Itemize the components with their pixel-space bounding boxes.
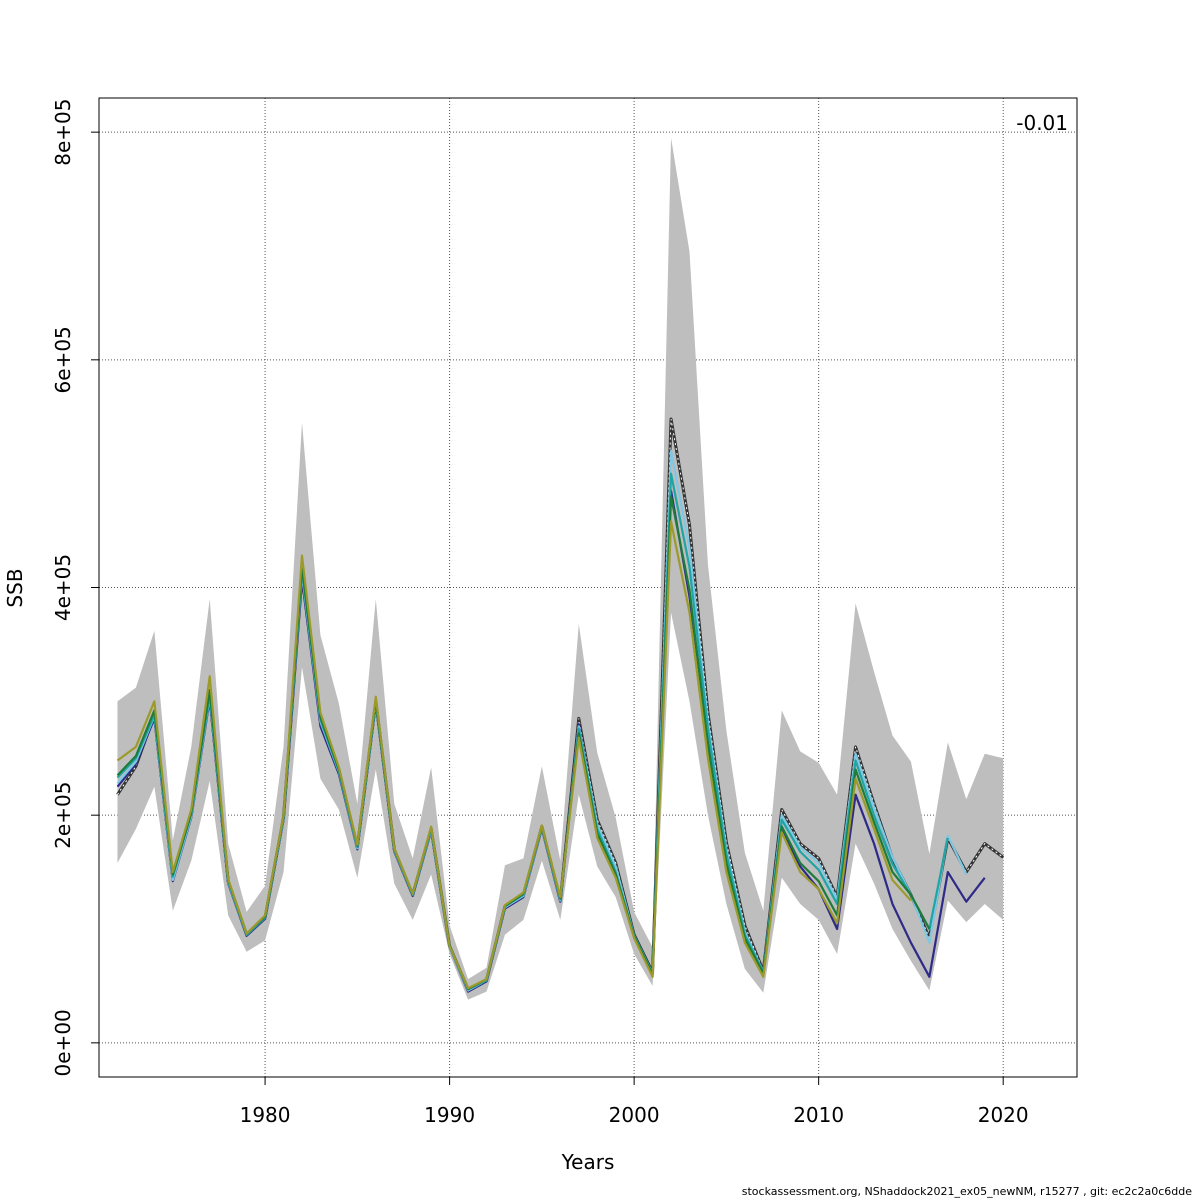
series-line-5	[116, 520, 912, 990]
y-tick-label: 2e+05	[51, 782, 75, 849]
confidence-band	[117, 137, 1004, 1000]
x-tick-label: 2020	[978, 1103, 1029, 1127]
y-axis-label: SSB	[3, 568, 27, 607]
x-tick-label: 2000	[609, 1103, 660, 1127]
y-axis: 0e+00 2e+05 4e+05 6e+05 8e+05	[51, 99, 99, 1076]
footer-credit: stockassessment.org, NShaddock2021_ex05_…	[741, 1185, 1192, 1198]
x-axis: 1980 1990 2000 2010 2020	[240, 1077, 1029, 1127]
y-tick-label: 0e+00	[51, 1009, 75, 1076]
series-lines-layer	[116, 417, 1005, 993]
y-tick-label: 4e+05	[51, 554, 75, 621]
y-tick-label: 6e+05	[51, 326, 75, 393]
x-tick-label: 1990	[424, 1103, 475, 1127]
confidence-band-layer	[117, 137, 1004, 1000]
x-axis-label: Years	[561, 1150, 615, 1174]
x-tick-label: 1980	[240, 1103, 291, 1127]
corner-annotation: -0.01	[1016, 111, 1068, 135]
x-tick-label: 2010	[793, 1103, 844, 1127]
y-tick-label: 8e+05	[51, 99, 75, 166]
grid-lines	[99, 98, 1077, 1077]
